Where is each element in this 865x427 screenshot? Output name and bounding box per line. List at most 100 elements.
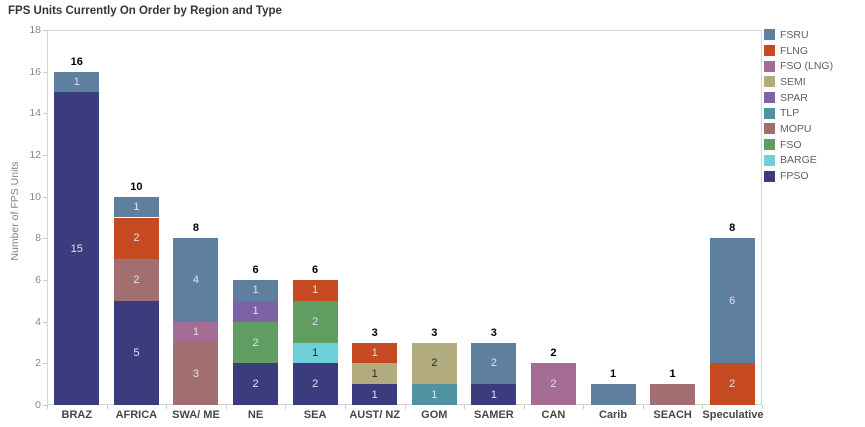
bar-segment-flng[interactable]: 1 xyxy=(352,342,398,364)
bar-segment-semi[interactable]: 1 xyxy=(352,363,398,385)
chart-title: FPS Units Currently On Order by Region a… xyxy=(8,5,282,17)
x-axis-label-gom[interactable]: GOM xyxy=(421,409,448,421)
bar-total-label: 16 xyxy=(70,55,83,68)
x-axis-label-aust-nz[interactable]: AUST/ NZ xyxy=(349,409,401,421)
legend-item-fpso[interactable]: FPSO xyxy=(764,168,833,184)
legend-item-barge[interactable]: BARGE xyxy=(764,153,833,169)
y-tick-label: 14 xyxy=(29,107,41,120)
legend-label: FSRU xyxy=(780,28,809,41)
x-tick-mark xyxy=(762,405,763,409)
segment-value-label: 1 xyxy=(252,284,259,297)
x-axis-label-ne[interactable]: NE xyxy=(247,409,264,421)
legend-swatch-icon xyxy=(764,139,775,151)
bar-segment-semi[interactable]: 2 xyxy=(411,342,457,385)
y-tick-label: 2 xyxy=(35,357,41,370)
bar-total-label: 8 xyxy=(192,222,199,235)
x-axis-label-africa[interactable]: AFRICA xyxy=(115,409,158,421)
bar-seach[interactable] xyxy=(650,384,696,405)
bar-segment-fsru[interactable]: 2 xyxy=(471,342,517,385)
y-tick-mark xyxy=(43,363,47,365)
bar-segment-fsru[interactable]: 1 xyxy=(113,196,159,218)
segment-value-label: 2 xyxy=(312,378,319,391)
bar-aust-nz[interactable]: 1 1 1 xyxy=(352,342,398,405)
legend-item-fsru[interactable]: FSRU xyxy=(764,27,833,43)
x-tick-mark xyxy=(106,405,108,409)
bar-segment-fpso[interactable]: 5 xyxy=(113,300,159,405)
bar-braz[interactable]: 15 1 xyxy=(54,71,100,405)
bar-total-label: 1 xyxy=(669,368,676,381)
bar-total-label: 8 xyxy=(729,222,736,235)
x-tick-mark xyxy=(285,405,287,409)
segment-value-label: 1 xyxy=(371,367,378,380)
bar-segment-spar[interactable]: 1 xyxy=(233,300,279,322)
bar-segment-mopu[interactable]: 3 xyxy=(173,342,219,405)
x-tick-mark xyxy=(523,405,525,409)
bar-segment-fpso[interactable]: 1 xyxy=(471,384,517,405)
y-tick-label: 0 xyxy=(35,399,41,411)
bar-segment-fsru[interactable]: 4 xyxy=(173,238,219,322)
bar-total-label: 6 xyxy=(312,264,319,276)
y-tick-mark xyxy=(43,196,47,198)
legend-label: BARGE xyxy=(780,154,817,167)
legend-item-tlp[interactable]: TLP xyxy=(764,105,833,121)
bar-segment-mopu[interactable]: 2 xyxy=(113,259,159,301)
x-axis-label-samer[interactable]: SAMER xyxy=(474,409,514,421)
bar-segment-fso-lng[interactable]: 1 xyxy=(173,321,219,343)
legend-item-spar[interactable]: SPAR xyxy=(764,90,833,106)
bar-segment-flng[interactable]: 2 xyxy=(113,217,159,260)
x-tick-mark xyxy=(344,405,346,409)
bar-swa-me[interactable]: 3 1 4 xyxy=(173,238,219,405)
x-tick-mark xyxy=(583,405,585,409)
bar-segment-barge[interactable]: 1 xyxy=(292,342,338,364)
segment-value-label: 2 xyxy=(252,336,259,349)
bar-ne[interactable]: 2 2 1 1 xyxy=(233,280,279,405)
bar-segment-flng[interactable]: 2 xyxy=(709,363,755,405)
bar-carib[interactable] xyxy=(590,384,636,405)
y-tick-mark xyxy=(43,30,47,31)
bar-segment-fsru[interactable]: 1 xyxy=(54,71,100,93)
x-axis-label-speculative[interactable]: Speculative xyxy=(702,409,764,421)
bar-can[interactable]: 2 xyxy=(530,363,576,405)
x-axis-label-braz[interactable]: BRAZ xyxy=(61,409,93,421)
plot-area xyxy=(47,30,762,405)
bar-segment-fso[interactable]: 2 xyxy=(233,321,279,364)
bar-segment-fso-lng[interactable]: 2 xyxy=(530,363,576,405)
bar-segment-mopu[interactable] xyxy=(650,384,696,405)
x-tick-mark xyxy=(225,405,227,409)
legend-item-fso[interactable]: FSO xyxy=(764,137,833,153)
legend: FSRU FLNG FSO (LNG) SEMI SPAR TLP MOPU FSO BARGE… xyxy=(764,27,833,184)
y-tick-mark xyxy=(43,155,47,156)
legend-swatch-icon xyxy=(764,107,775,119)
bar-segment-fpso[interactable]: 2 xyxy=(233,363,279,405)
bar-africa[interactable]: 5 2 2 1 xyxy=(113,196,159,405)
bar-segment-fsru[interactable]: 1 xyxy=(233,280,279,301)
x-axis-label-can[interactable]: CAN xyxy=(541,409,566,421)
bar-sea[interactable]: 2 1 2 1 xyxy=(292,280,338,405)
bar-segment-fso[interactable]: 2 xyxy=(292,300,338,343)
x-axis-label-sea[interactable]: SEA xyxy=(303,409,327,421)
legend-item-semi[interactable]: SEMI xyxy=(764,74,833,90)
legend-swatch-icon xyxy=(764,92,775,104)
bar-segment-fsru[interactable]: 6 xyxy=(709,238,755,364)
y-tick-mark xyxy=(43,405,47,406)
bar-segment-flng[interactable]: 1 xyxy=(292,280,338,301)
legend-item-mopu[interactable]: MOPU xyxy=(764,121,833,137)
x-axis-label-carib[interactable]: Carib xyxy=(598,409,628,421)
legend-item-fso-lng[interactable]: FSO (LNG) xyxy=(764,58,833,74)
bar-segment-tlp[interactable]: 1 xyxy=(411,384,457,405)
bar-segment-fsru[interactable] xyxy=(590,384,636,405)
segment-value-label: 2 xyxy=(729,378,736,391)
bar-segment-fpso[interactable]: 1 xyxy=(352,384,398,405)
legend-swatch-icon xyxy=(764,60,775,72)
bar-segment-fpso[interactable]: 15 xyxy=(54,92,100,405)
legend-item-flng[interactable]: FLNG xyxy=(764,43,833,59)
bar-segment-fpso[interactable]: 2 xyxy=(292,363,338,405)
x-axis-label-seach[interactable]: SEACH xyxy=(653,409,692,421)
x-axis-label-swa-me[interactable]: SWA/ ME xyxy=(172,409,220,421)
y-tick-label: 4 xyxy=(35,315,41,328)
y-tick-label: 16 xyxy=(29,65,41,78)
segment-value-label: 1 xyxy=(312,346,319,359)
